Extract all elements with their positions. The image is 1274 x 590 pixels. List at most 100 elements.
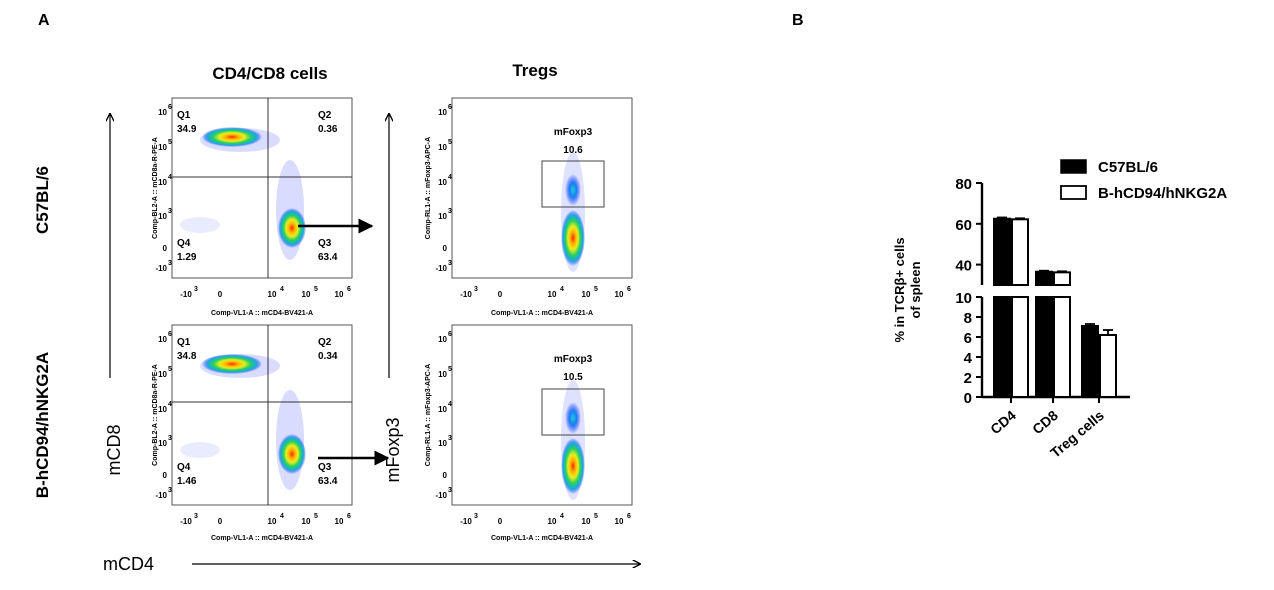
gate-label-c57: mFoxp3: [554, 127, 593, 138]
q2-label: Q2: [318, 110, 332, 121]
y-tick-exponent: 3: [168, 487, 172, 494]
x-tick-exponent: 3: [194, 286, 198, 293]
y-tick-label: 10: [158, 143, 167, 152]
q3-label: Q3: [318, 462, 332, 473]
legend-label-hnkg2a: B-hCD94/hNKG2A: [1098, 185, 1227, 202]
x-tick-label: 10: [302, 290, 311, 299]
y-tick-exponent: 3: [448, 260, 452, 267]
q2-value: 0.36: [318, 124, 338, 135]
y-tick-exponent: 3: [448, 208, 452, 215]
x-tick-label: -10: [460, 290, 472, 299]
x-tick-label: 10: [335, 290, 344, 299]
y-tick-label: -10: [155, 264, 167, 273]
x-tick-label: 0: [218, 290, 223, 299]
x-tick-label: 10: [302, 517, 311, 526]
x-tick-label: 0: [218, 517, 223, 526]
x-tick-exponent: 6: [627, 513, 631, 520]
x-tick-label: 10: [548, 290, 557, 299]
q2-label: Q2: [318, 337, 332, 348]
y-tick-exponent: 6: [168, 331, 172, 338]
y-tick-exponent: 3: [448, 435, 452, 442]
y-tick-label: 10: [158, 178, 167, 187]
x-tick-label: 10: [268, 517, 277, 526]
gate-label-hnkg2a: mFoxp3: [554, 354, 593, 365]
y-tick-label: 80: [955, 176, 972, 193]
y-tick-label: -10: [435, 264, 447, 273]
y-param-cd4cd8-hnkg2a: Comp-BL2-A :: mCD8a-R-PE-A: [152, 364, 159, 466]
y-tick-label: 10: [158, 212, 167, 221]
q1-label: Q1: [177, 337, 191, 348]
x-tick-exponent: 4: [280, 513, 284, 520]
q3-label: Q3: [318, 238, 332, 249]
x-param-cd4cd8-c57: Comp-VL1-A :: mCD4-BV421-A: [211, 310, 313, 317]
x-tick-label: 10: [615, 290, 624, 299]
flow-plot-cd4cd8-c57: [171, 97, 353, 279]
mfoxp3-gate-c57: [541, 160, 605, 208]
q4-label: Q4: [177, 462, 191, 473]
x-tick-exponent: 5: [594, 513, 598, 520]
x-param-treg-hnkg2a: Comp-VL1-A :: mCD4-BV421-A: [491, 535, 593, 542]
x-tick-label: 10: [548, 517, 557, 526]
q2-value: 0.34: [318, 351, 338, 362]
legend-swatch-hnkg2a: [1060, 185, 1087, 200]
row-label-hnkg2a: B-hCD94/hNKG2A: [33, 352, 52, 498]
quadrant-labels-c57: Q1 34.9 Q2 0.36 Q3 63.4 Q4 1.29: [177, 110, 338, 263]
y-tick-exponent: 5: [168, 366, 172, 373]
y-tick-exponent: 4: [448, 174, 452, 181]
q3-value: 63.4: [318, 252, 338, 263]
flow-plot-treg-c57: [451, 97, 633, 279]
column-title-cd4cd8: CD4/CD8 cells: [212, 64, 328, 83]
x-tick-exponent: 6: [347, 286, 351, 293]
y-tick-label: 10: [955, 290, 972, 307]
y-tick-label: 0: [443, 471, 448, 480]
y-tick-label: 10: [158, 370, 167, 379]
q1-value: 34.9: [177, 124, 197, 135]
x-param-cd4cd8-hnkg2a: Comp-VL1-A :: mCD4-BV421-A: [211, 535, 313, 542]
x-tick-exponent: 5: [314, 286, 318, 293]
q4-label: Q4: [177, 238, 191, 249]
quadrant-labels-hnkg2a: Q1 34.8 Q2 0.34 Q3 63.4 Q4 1.46: [177, 337, 338, 487]
x-tick-label: 10: [615, 517, 624, 526]
y-tick-label: 4: [964, 350, 973, 367]
x-tick-exponent: 3: [474, 513, 478, 520]
panel-b-label: B: [792, 12, 804, 29]
y-param-treg-hnkg2a: Comp-RL1-A :: mFoxp3-APC-A: [425, 364, 432, 466]
y-tick-label: 10: [438, 108, 447, 117]
y-tick-label: 40: [955, 258, 972, 275]
flow-plot-cd4cd8-hnkg2a: [171, 324, 353, 506]
y-tick-label: 60: [955, 217, 972, 234]
x-tick-label: 10: [335, 517, 344, 526]
panel-b-chart: C57BL/6 B-hCD94/hNKG2A % in TCRβ+ cells …: [892, 159, 1227, 461]
bar-cd8-upper: [1035, 270, 1053, 286]
y-tick-exponent: 5: [448, 139, 452, 146]
y-tick-label: -10: [435, 491, 447, 500]
y-tick-exponent: 5: [448, 366, 452, 373]
y-tick-exponent: 6: [448, 104, 452, 111]
x-tick-label: 10: [582, 290, 591, 299]
x-tick-exponent: 5: [594, 286, 598, 293]
y-tick-exponent: 4: [168, 174, 172, 181]
y-tick-label: 10: [438, 370, 447, 379]
y-tick-exponent: 4: [448, 401, 452, 408]
mcd4-axis-label: mCD4: [103, 554, 154, 574]
y-tick-label: 10: [158, 405, 167, 414]
bar-treg-cells: [1099, 334, 1117, 398]
mfoxp3-gate-hnkg2a: [541, 388, 605, 436]
y-tick-label: 6: [964, 330, 972, 347]
bar-cd8-lower: [1053, 296, 1071, 398]
bar-cd8-lower: [1035, 296, 1053, 398]
q4-value: 1.29: [177, 252, 197, 263]
mfoxp3-axis-label: mFoxp3: [383, 417, 403, 482]
mcd8-axis-label: mCD8: [104, 424, 124, 475]
bar-cd8-upper: [1053, 271, 1071, 286]
y-tick-label: 0: [443, 244, 448, 253]
y-tick-label: 10: [438, 405, 447, 414]
y-tick-label: 10: [158, 335, 167, 344]
x-tick-label: -10: [460, 517, 472, 526]
x-tick-exponent: 4: [560, 286, 564, 293]
y-tick-label: 0: [163, 244, 168, 253]
x-tick-exponent: 6: [627, 286, 631, 293]
x-tick-exponent: 5: [314, 513, 318, 520]
flow-plot-treg-hnkg2a: [451, 324, 633, 506]
